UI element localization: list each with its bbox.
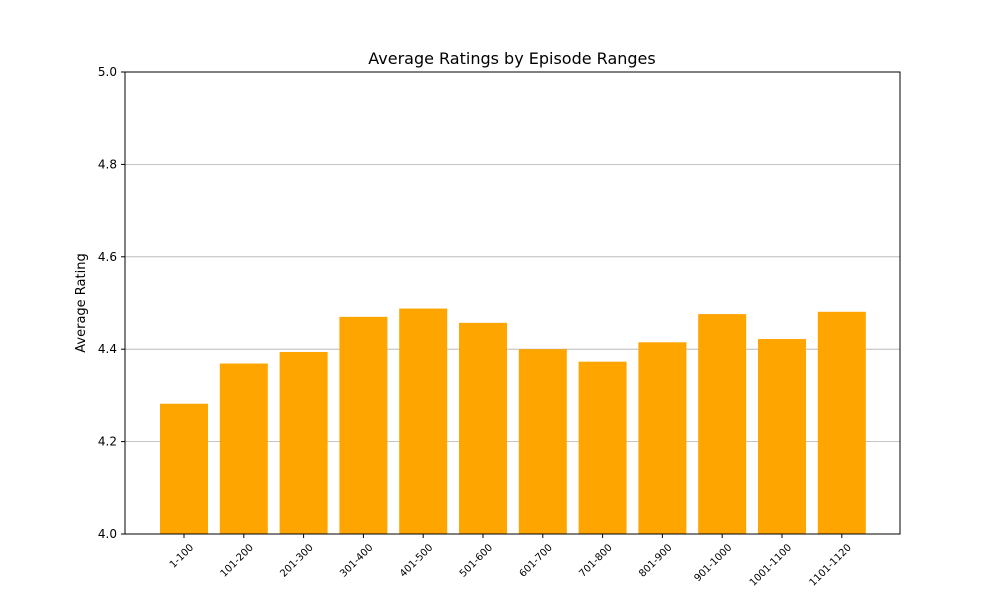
x-tick-label: 1001-1100: [748, 542, 794, 588]
bar: [758, 339, 806, 534]
y-axis-label: Average Rating: [74, 253, 89, 352]
x-tick-label: 1101-1120: [808, 542, 854, 588]
x-tick-label: 201-300: [278, 542, 315, 579]
bar: [578, 361, 627, 534]
x-axis-ticks: 1-100 101-200 201-300 301-400 401-500 501-600…: [168, 534, 854, 589]
y-tick-label: 4.4: [98, 342, 117, 356]
y-tick-label: 4.2: [98, 435, 117, 449]
bar: [698, 314, 747, 534]
bar: [279, 351, 328, 534]
bar: [518, 349, 567, 534]
plot-frame: [124, 71, 901, 535]
y-axis-ticks: 4.0 4.2 4.4 4.6 4.8 5.0: [98, 65, 125, 541]
bar: [399, 308, 448, 534]
x-tick-label: 801-900: [637, 542, 674, 579]
y-tick-label: 4.6: [98, 250, 117, 264]
y-tick-label: 5.0: [98, 65, 117, 79]
x-tick-label: 401-500: [398, 542, 435, 579]
bar: [219, 363, 268, 534]
bar: [638, 342, 687, 534]
x-tick-label: 701-800: [577, 542, 614, 579]
bar: [160, 403, 208, 534]
x-tick-label: 101-200: [219, 542, 256, 579]
y-tick-label: 4.8: [98, 157, 117, 171]
chart-title: Average Ratings by Episode Ranges: [368, 49, 655, 68]
bars: [160, 308, 866, 534]
x-tick-label: 301-400: [338, 542, 375, 579]
y-tick-label: 4.0: [98, 527, 117, 541]
bar: [459, 322, 507, 534]
x-tick-label: 601-700: [518, 542, 555, 579]
x-tick-label: 1-100: [168, 542, 196, 570]
bar: [339, 316, 388, 534]
bar: [817, 311, 866, 534]
x-tick-label: 501-600: [458, 542, 495, 579]
x-tick-label: 901-1000: [692, 542, 734, 584]
